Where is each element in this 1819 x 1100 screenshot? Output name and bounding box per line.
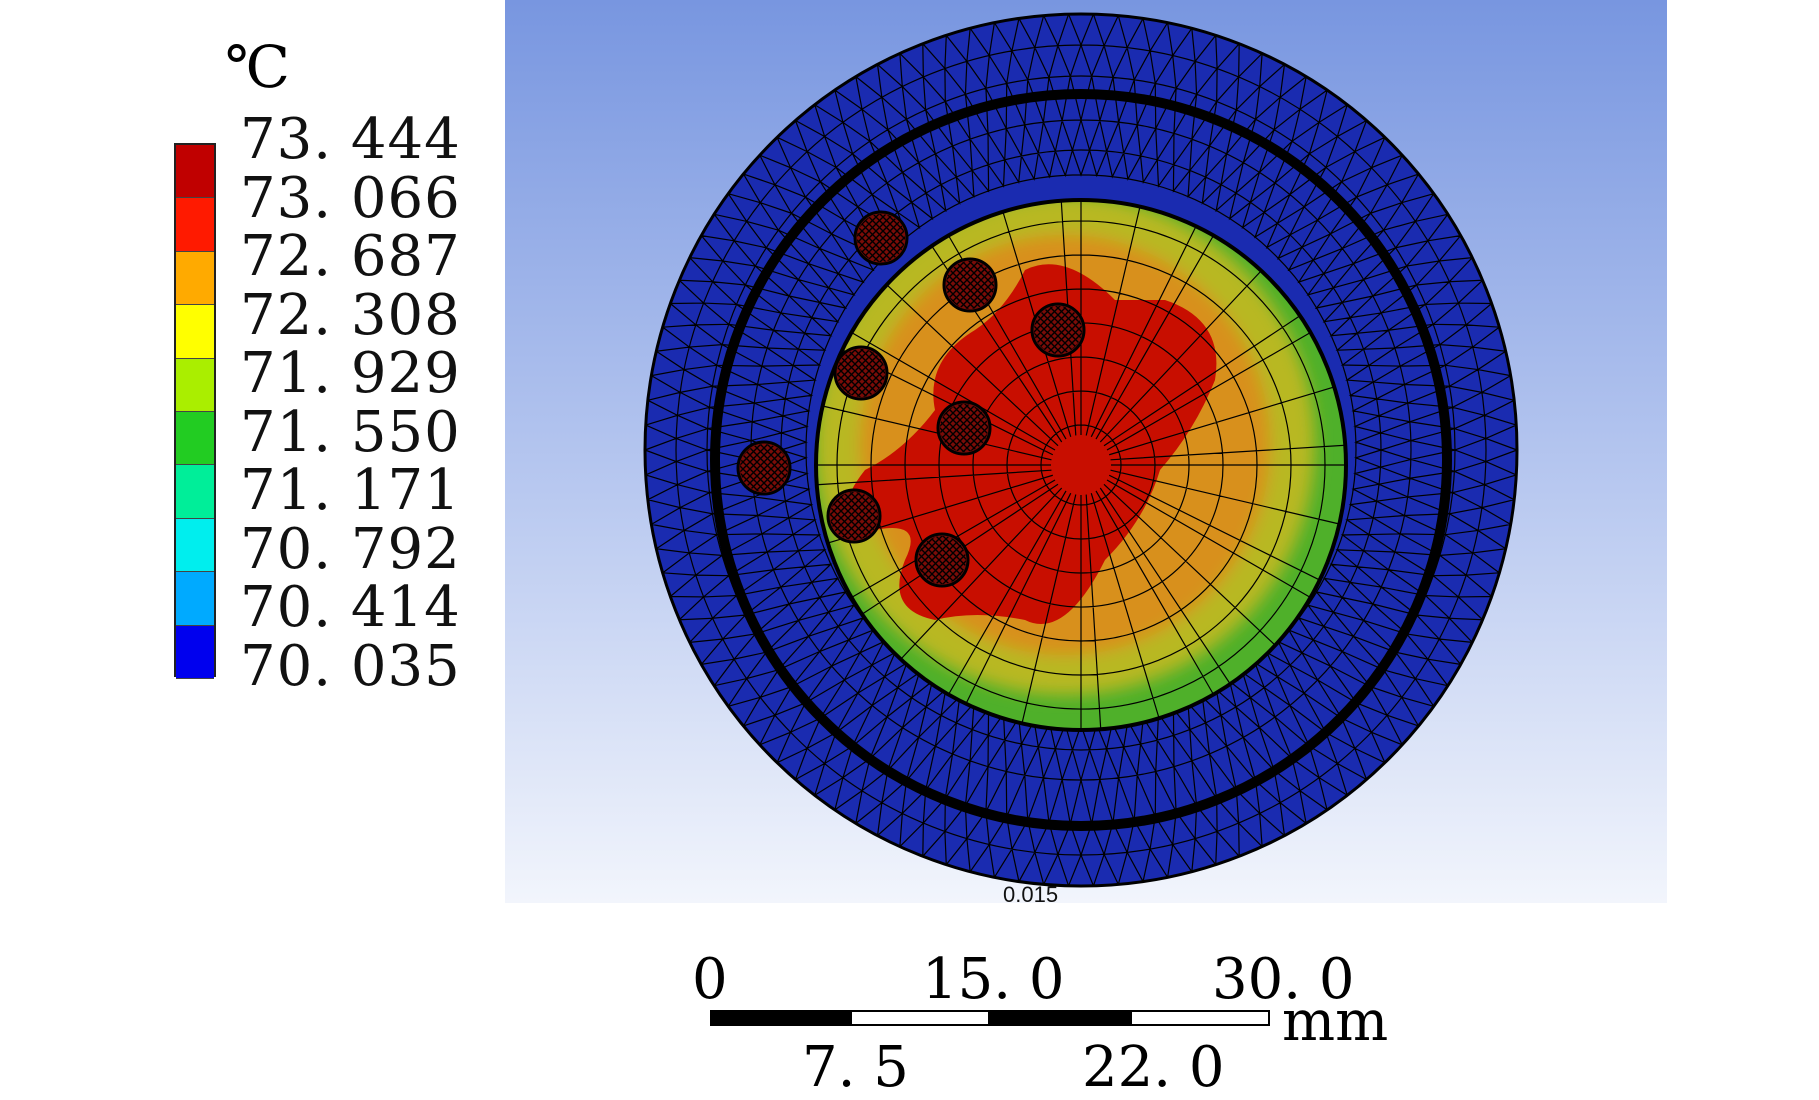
scale-segment-3 xyxy=(990,1010,1130,1026)
conductor-mesh xyxy=(837,349,885,397)
conductor-mesh xyxy=(946,261,994,309)
scale-segment-1 xyxy=(710,1010,850,1026)
conductor-mesh xyxy=(918,536,966,584)
legend-color-bar xyxy=(174,143,216,679)
legend-swatch xyxy=(176,465,214,519)
conductor-mesh xyxy=(740,444,788,492)
cable-cross-section: 0.015 xyxy=(643,12,1519,903)
legend-swatch xyxy=(176,572,214,626)
legend-value-label: 73. 066 xyxy=(240,165,461,231)
scale-segment-2 xyxy=(850,1010,990,1026)
scale-label-15: 15. 0 xyxy=(922,947,1065,1012)
legend-value-label: 71. 550 xyxy=(240,399,461,465)
legend-swatch xyxy=(176,145,214,199)
conductor-mesh xyxy=(940,404,988,452)
legend-swatch xyxy=(176,251,214,306)
conductor-mesh xyxy=(857,214,905,262)
legend-unit-label: ℃ xyxy=(225,33,290,101)
legend-value-label: 71. 171 xyxy=(240,458,461,523)
legend-swatch xyxy=(176,625,214,679)
legend-swatch xyxy=(176,198,214,252)
legend-value-label: 70. 035 xyxy=(240,633,461,699)
legend-swatch xyxy=(176,358,214,412)
scale-label-7-5: 7. 5 xyxy=(802,1035,909,1100)
sheath-ring xyxy=(710,89,1452,831)
legend-swatch xyxy=(176,305,214,359)
scale-label-30: 30. 0 xyxy=(1212,947,1355,1012)
scale-bar xyxy=(710,1010,1270,1028)
core-boundary xyxy=(814,198,1348,732)
legend-swatch xyxy=(176,518,214,573)
conductor-mesh xyxy=(1034,306,1082,354)
legend-value-label: 71. 929 xyxy=(240,341,461,406)
viewport-overlay-text: 0.015 xyxy=(1003,882,1058,903)
legend-value-label: 73. 444 xyxy=(240,107,461,172)
legend-value-label: 70. 792 xyxy=(240,516,461,582)
conductor-mesh xyxy=(830,492,878,540)
legend-value-label: 70. 414 xyxy=(240,575,461,640)
legend-swatch xyxy=(176,412,214,466)
scale-label-22: 22. 0 xyxy=(1082,1035,1225,1100)
scale-segment-4 xyxy=(1130,1010,1270,1026)
model-viewport[interactable]: 0.015 xyxy=(505,0,1667,903)
scale-unit-label: mm xyxy=(1282,989,1389,1054)
conductor-group xyxy=(736,210,1086,588)
scale-label-0: 0 xyxy=(692,947,728,1012)
legend-value-label: 72. 308 xyxy=(240,282,461,348)
legend-value-label: 72. 687 xyxy=(240,224,461,289)
